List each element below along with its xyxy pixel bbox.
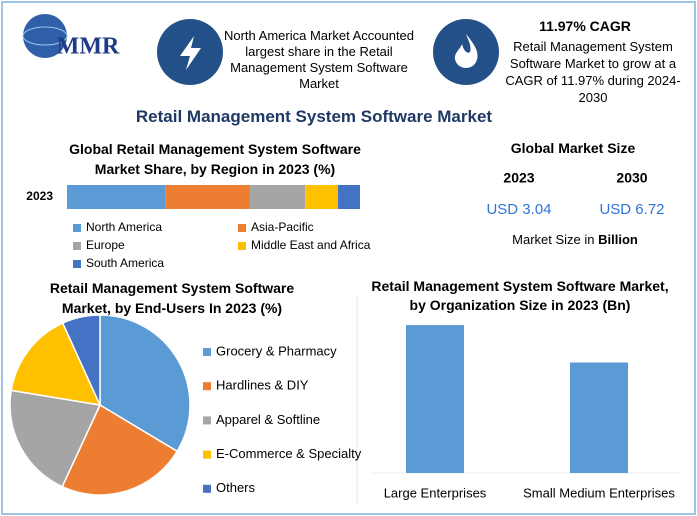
pie-slice — [61, 314, 101, 406]
legend-swatch — [203, 450, 211, 459]
market-size-title: Global Market Size — [510, 140, 636, 156]
legend-swatch — [238, 242, 246, 250]
legend-swatch — [203, 484, 211, 493]
legend-label: North America — [86, 220, 162, 234]
bar-segment — [250, 185, 306, 209]
legend-label: Middle East and Africa — [251, 238, 371, 252]
x-tick-label: Large Enterprises — [384, 485, 487, 500]
note: Market Size in — [512, 232, 595, 247]
legend-label: E-Commerce & Specialty — [216, 446, 362, 461]
x-tick-label: Small Medium Enterprises — [523, 485, 675, 500]
chart-title: Retail Management System Software Market… — [49, 280, 295, 316]
legend-swatch — [203, 382, 211, 391]
legend-swatch — [73, 224, 81, 232]
legend-label: Apparel & Softline — [216, 412, 320, 427]
legend-swatch — [73, 260, 81, 268]
bolt-symbol — [180, 36, 201, 70]
logo-text: MMR — [57, 34, 120, 60]
bar — [406, 325, 464, 473]
pie-slice — [61, 403, 179, 496]
legend-label: Asia-Pacific — [251, 220, 314, 234]
bar-segment — [67, 185, 166, 209]
bar-segment — [338, 185, 360, 209]
legend-swatch — [238, 224, 246, 232]
flame-symbol — [454, 34, 478, 68]
legend-label: Grocery & Pharmacy — [216, 343, 337, 358]
chart-title: Retail Management System Software Market… — [371, 278, 669, 313]
logo-ring — [22, 26, 68, 46]
card2-text: Retail Management System Software Market… — [505, 39, 681, 105]
market-value: USD 3.04 — [486, 201, 551, 218]
year-label: 2023 — [503, 170, 534, 186]
legend-label: Others — [216, 480, 256, 495]
card2-title: 11.97% CAGR — [539, 18, 631, 34]
bar-segment — [305, 185, 339, 209]
market-size-note: Market Size in Billion — [470, 232, 680, 247]
pie-slice — [10, 322, 102, 406]
pie-slice — [9, 389, 102, 488]
logo-globe — [23, 14, 67, 58]
market-value: USD 6.72 — [599, 201, 664, 218]
y-tick-label: 2023 — [26, 189, 53, 203]
card1-text: North America Market Accounted largest s… — [223, 28, 415, 91]
chart-title: Global Retail Management System Software… — [69, 141, 361, 177]
bar-segment — [165, 185, 251, 209]
legend-swatch — [203, 416, 211, 425]
pie-slice — [99, 314, 191, 453]
bar — [570, 362, 628, 473]
legend-label: South America — [86, 256, 164, 270]
legend-swatch — [73, 242, 81, 250]
unit: Billion — [598, 232, 638, 247]
legend-swatch — [203, 348, 211, 356]
legend-label: Hardlines & DIY — [216, 378, 309, 393]
legend-label: Europe — [86, 238, 125, 252]
main-title: Retail Management System Software Market — [135, 107, 493, 126]
year-label: 2030 — [616, 170, 647, 186]
